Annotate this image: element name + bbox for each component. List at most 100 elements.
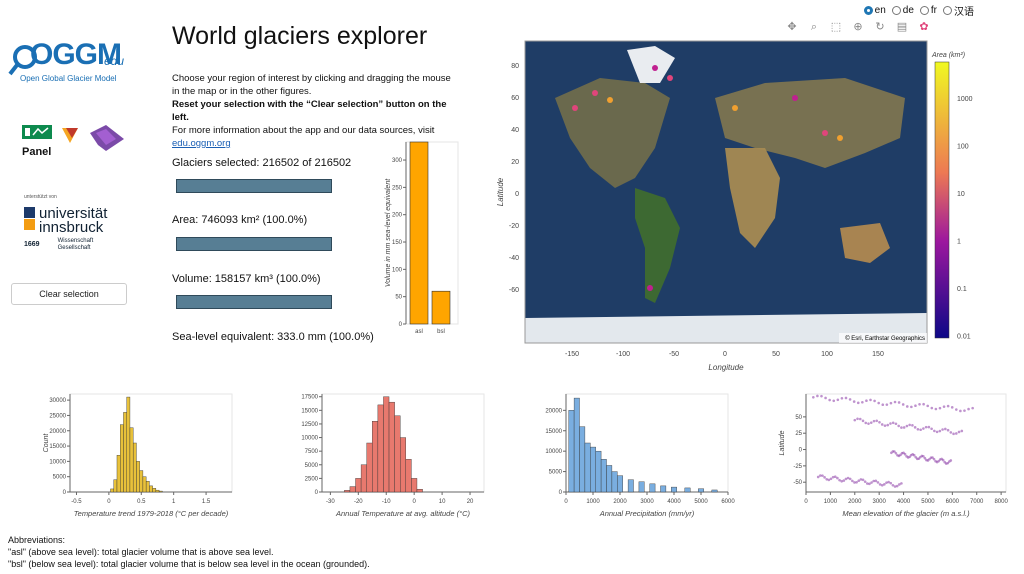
- scatter-point[interactable]: [919, 428, 922, 432]
- scatter-point[interactable]: [848, 398, 852, 401]
- scatter-point[interactable]: [881, 403, 885, 407]
- scatter-point[interactable]: [856, 401, 860, 405]
- scatter-point[interactable]: [955, 408, 958, 411]
- scatter-point[interactable]: [886, 423, 890, 427]
- scatter-point[interactable]: [900, 426, 903, 429]
- scatter-point[interactable]: [897, 401, 901, 404]
- bokeh-logo-icon[interactable]: ✿: [919, 21, 929, 33]
- scatter-point[interactable]: [883, 424, 887, 427]
- scatter-point[interactable]: [812, 395, 815, 399]
- scatter-point[interactable]: [949, 459, 953, 462]
- glacier-map[interactable]: 80 60 40 20 0 -20 -40 -60 -150 -100 -50 0 50 100 150 Lo…: [495, 38, 985, 378]
- hist-bar[interactable]: [660, 485, 667, 493]
- hist-bar[interactable]: [606, 465, 613, 493]
- scatter-point[interactable]: [856, 417, 859, 421]
- scatter-point[interactable]: [861, 478, 865, 482]
- scatter-point[interactable]: [901, 403, 905, 406]
- scatter-point[interactable]: [861, 419, 865, 423]
- scatter-point[interactable]: [857, 479, 861, 483]
- scatter-point[interactable]: [880, 483, 884, 487]
- scatter-point[interactable]: [941, 428, 944, 431]
- radio-icon[interactable]: [863, 6, 873, 15]
- annual-temperature-histogram[interactable]: 0 2500 5000 7500 10000 12500 15000 17500 -30 -20 -…: [292, 388, 492, 523]
- scatter-point[interactable]: [912, 453, 916, 457]
- radio-icon[interactable]: [891, 6, 901, 15]
- colorbar[interactable]: [934, 61, 950, 339]
- hist-bar[interactable]: [142, 476, 147, 493]
- hist-bar[interactable]: [617, 475, 623, 493]
- scatter-point[interactable]: [946, 404, 950, 408]
- hist-bar[interactable]: [400, 437, 406, 493]
- scatter-point[interactable]: [848, 477, 852, 481]
- scatter-point[interactable]: [955, 432, 958, 435]
- scatter-point[interactable]: [897, 483, 901, 486]
- hist-bar[interactable]: [152, 488, 157, 493]
- scatter-point[interactable]: [844, 477, 848, 481]
- scatter-point[interactable]: [861, 400, 864, 404]
- scatter-point[interactable]: [855, 480, 858, 484]
- scatter-point[interactable]: [935, 430, 939, 434]
- hist-bar[interactable]: [627, 479, 634, 493]
- scatter-point[interactable]: [827, 478, 831, 482]
- scatter-point[interactable]: [868, 482, 871, 486]
- scatter-point[interactable]: [883, 483, 886, 486]
- hist-bar[interactable]: [684, 487, 691, 493]
- scatter-point[interactable]: [897, 424, 900, 428]
- scatter-point[interactable]: [922, 455, 925, 458]
- scatter-point[interactable]: [894, 422, 898, 426]
- scatter-point[interactable]: [824, 396, 827, 400]
- scatter-point[interactable]: [829, 477, 833, 481]
- scatter-point[interactable]: [902, 426, 906, 429]
- box-select-icon[interactable]: ⬚: [830, 21, 842, 33]
- scatter-point[interactable]: [880, 423, 884, 426]
- hist-bar[interactable]: [158, 490, 163, 493]
- scatter-point[interactable]: [937, 459, 940, 463]
- scatter-point[interactable]: [863, 480, 867, 483]
- scatter-point[interactable]: [889, 401, 893, 405]
- scatter-point[interactable]: [885, 403, 889, 406]
- scatter-point[interactable]: [941, 458, 945, 462]
- scatter-point[interactable]: [870, 481, 873, 484]
- scatter-point[interactable]: [840, 396, 844, 400]
- scatter-point[interactable]: [971, 406, 974, 410]
- hist-bar[interactable]: [649, 483, 656, 493]
- scatter-point[interactable]: [878, 420, 881, 424]
- hist-bar[interactable]: [377, 404, 384, 493]
- hist-bar[interactable]: [638, 481, 645, 493]
- hist-bar[interactable]: [123, 412, 127, 493]
- hist-bar[interactable]: [590, 446, 596, 493]
- hist-bar[interactable]: [116, 455, 121, 493]
- hist-bar[interactable]: [416, 489, 423, 493]
- scatter-point[interactable]: [893, 450, 896, 453]
- scatter-point[interactable]: [908, 455, 911, 459]
- scatter-point[interactable]: [952, 432, 955, 436]
- hist-bar[interactable]: [110, 488, 114, 493]
- scatter-point[interactable]: [889, 422, 892, 425]
- radio-icon[interactable]: [919, 6, 929, 15]
- hist-bar[interactable]: [711, 489, 718, 493]
- scatter-point[interactable]: [923, 456, 927, 460]
- scatter-point[interactable]: [876, 481, 880, 484]
- scatter-point[interactable]: [957, 430, 961, 434]
- scatter-point[interactable]: [859, 478, 863, 481]
- scatter-point[interactable]: [967, 407, 970, 411]
- scatter-point[interactable]: [828, 398, 831, 402]
- hist-bar[interactable]: [155, 489, 160, 493]
- hist-bar[interactable]: [394, 415, 401, 493]
- scatter-point[interactable]: [869, 398, 872, 402]
- reset-icon[interactable]: ↻: [875, 21, 885, 33]
- hist-bar[interactable]: [126, 396, 131, 493]
- bar-bsl[interactable]: [431, 290, 451, 325]
- scatter-point[interactable]: [946, 428, 950, 432]
- scatter-point[interactable]: [942, 405, 946, 408]
- scatter-point[interactable]: [903, 452, 907, 456]
- scatter-point[interactable]: [916, 428, 920, 431]
- scatter-point[interactable]: [959, 409, 962, 413]
- scatter-point[interactable]: [893, 400, 897, 404]
- scatter-point[interactable]: [950, 406, 954, 409]
- hist-bar[interactable]: [579, 426, 586, 493]
- hist-bar[interactable]: [405, 459, 412, 493]
- scatter-point[interactable]: [878, 483, 882, 486]
- scatter-point[interactable]: [867, 422, 870, 425]
- scatter-point[interactable]: [889, 481, 893, 485]
